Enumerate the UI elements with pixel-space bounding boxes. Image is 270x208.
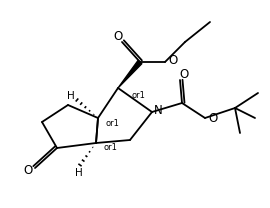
Text: O: O	[113, 31, 123, 43]
Text: H: H	[75, 168, 83, 178]
Text: O: O	[179, 68, 189, 82]
Text: or1: or1	[132, 90, 146, 99]
Text: H: H	[67, 91, 75, 101]
Text: O: O	[168, 54, 178, 68]
Text: or1: or1	[104, 144, 118, 152]
Text: N: N	[154, 104, 163, 118]
Polygon shape	[118, 60, 142, 88]
Text: O: O	[23, 163, 33, 177]
Text: or1: or1	[106, 119, 120, 128]
Text: O: O	[208, 113, 218, 125]
